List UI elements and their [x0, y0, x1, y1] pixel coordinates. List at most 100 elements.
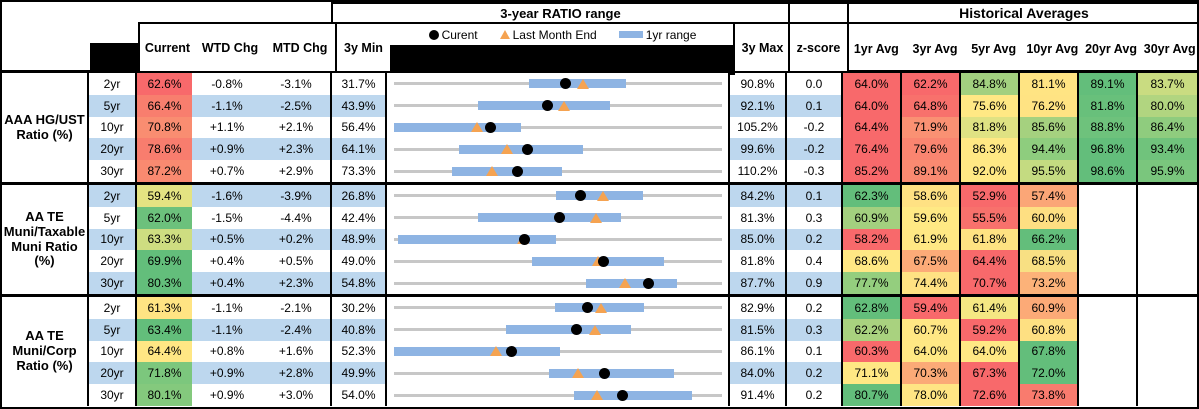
avg-cell-5yr: 70.7%	[961, 272, 1020, 294]
current-cell: 69.9%	[137, 250, 192, 273]
avg-cell-1yr: 62.2%	[843, 318, 902, 341]
current-column-header: Current	[144, 40, 191, 55]
ratio-range-chart-cell	[387, 206, 730, 229]
z-score-cell: 0.1	[787, 185, 843, 207]
chart-track	[394, 207, 722, 229]
last-month-triangle-icon	[571, 368, 584, 379]
current-cell: 59.4%	[137, 185, 192, 207]
legend-current: Curent	[428, 27, 478, 42]
last-month-triangle-icon	[596, 190, 609, 201]
3y-max-cell: 90.8%	[730, 73, 787, 95]
1yr-range-bar	[397, 234, 556, 244]
avg-column-header-1yr: 1yr Avg	[853, 41, 899, 56]
z-score-cell: -0.2	[787, 138, 843, 161]
avg-column-header-5yr: 5yr Avg	[971, 41, 1017, 56]
tenor-cell: 2yr	[89, 73, 137, 95]
z-score-cell: 0.2	[787, 228, 843, 251]
wtd-chg-cell: +0.7%	[209, 164, 245, 179]
avg-cell-3yr: 61.9%	[902, 228, 961, 251]
current-dot-icon	[541, 100, 553, 112]
z-score-cell: 0.4	[787, 250, 843, 273]
avg-cell-5yr: 55.5%	[961, 206, 1020, 229]
avg-cell-10yr: 60.9%	[1020, 297, 1079, 319]
legend-current-label: Curent	[441, 27, 478, 42]
avg-cell-20yr	[1079, 362, 1138, 385]
current-dot-icon	[570, 324, 582, 336]
3y-min-cell: 31.7%	[332, 73, 387, 95]
avg-cell-5yr: 52.9%	[961, 185, 1020, 207]
table-row: 5yr 62.0% -1.5% -4.4% 42.4% 81.3% 0.3 60…	[89, 206, 1197, 229]
z-score-cell: -0.2	[787, 116, 843, 139]
avg-cell-10yr: 72.0%	[1020, 362, 1079, 385]
current-dot-icon	[599, 367, 611, 379]
1yr-range-bar	[394, 346, 560, 356]
avg-cell-10yr: 57.4%	[1020, 185, 1079, 207]
z-score-cell: 0.1	[787, 94, 843, 117]
3y-max-cell: 81.8%	[730, 250, 787, 273]
tenor-cell: 20yr	[89, 138, 137, 161]
chart-track	[394, 341, 722, 363]
table-row: 10yr 70.8% +1.1% +2.1% 56.4% 105.2% -0.2…	[89, 116, 1197, 139]
3y-range-line	[394, 237, 722, 241]
current-dot-icon	[485, 121, 497, 133]
mtd-chg-cell: -2.1%	[262, 297, 332, 319]
last-month-triangle-icon	[558, 100, 571, 111]
tenor-cell: 10yr	[89, 340, 137, 363]
3y-max-column-header: 3y Max	[733, 22, 792, 73]
avg-column-header-20yr: 20yr Avg	[1085, 41, 1137, 56]
group-label: AA TE Muni/Corp Ratio (%)	[2, 297, 89, 406]
avg-cell-3yr: 59.6%	[902, 206, 961, 229]
current-cell: 62.6%	[137, 73, 192, 95]
avg-cell-20yr: 96.8%	[1079, 138, 1138, 161]
3y-min-cell: 54.8%	[332, 272, 387, 294]
last-month-triangle-icon	[590, 212, 603, 223]
avg-cell-5yr: 84.8%	[961, 73, 1020, 95]
3y-min-cell: 73.3%	[332, 160, 387, 182]
last-month-triangle-icon	[589, 324, 602, 335]
3y-max-cell: 91.4%	[730, 384, 787, 406]
tenor-cell: 30yr	[89, 272, 137, 294]
avg-cell-30yr: 83.7%	[1138, 73, 1197, 95]
ratio-range-chart-cell	[387, 138, 730, 161]
avg-cell-20yr	[1079, 340, 1138, 363]
z-score-column-header: z-score	[788, 22, 849, 73]
wtd-chg-cell: +0.9%	[209, 388, 245, 403]
avg-cell-3yr: 67.5%	[902, 250, 961, 273]
avg-cell-3yr: 59.4%	[902, 297, 961, 319]
historical-averages-header: Historical Averages	[847, 2, 1197, 24]
avg-cell-30yr	[1138, 384, 1197, 406]
avg-cell-1yr: 60.3%	[843, 340, 902, 363]
avg-cell-20yr: 89.1%	[1079, 73, 1138, 95]
avg-cell-20yr	[1079, 297, 1138, 319]
avg-cell-3yr: 64.8%	[902, 94, 961, 117]
avg-cell-30yr	[1138, 250, 1197, 272]
current-cell: 71.8%	[137, 362, 192, 385]
3y-max-cell: 81.3%	[730, 206, 787, 229]
chart-track	[394, 250, 722, 272]
3y-min-column-header: 3y Min	[335, 22, 392, 73]
mtd-chg-cell: +2.1%	[262, 116, 332, 139]
mtd-chg-cell: +2.8%	[262, 362, 332, 385]
avg-cell-20yr: 88.8%	[1079, 116, 1138, 139]
avg-cell-1yr: 60.9%	[843, 206, 902, 229]
chart-track	[394, 319, 722, 341]
current-cell: 78.6%	[137, 138, 192, 161]
tenor-cell: 2yr	[89, 185, 137, 207]
avg-cell-1yr: 62.8%	[843, 297, 902, 319]
current-dot-icon	[519, 233, 531, 245]
avg-cell-10yr: 85.6%	[1020, 116, 1079, 139]
tenor-cell: 20yr	[89, 362, 137, 385]
table-row: 30yr 87.2% +0.7% +2.9% 73.3% 110.2% -0.3…	[89, 160, 1197, 182]
1yr-range-bar	[394, 122, 522, 132]
1yr-range-bar	[458, 144, 584, 154]
table-row: 20yr 78.6% +0.9% +2.3% 64.1% 99.6% -0.2 …	[89, 138, 1197, 161]
mtd-chg-cell: +2.9%	[262, 160, 332, 182]
wtd-chg-cell: -1.5%	[211, 210, 243, 225]
3y-min-cell: 48.9%	[332, 228, 387, 251]
ratio-range-chart-cell	[387, 116, 730, 139]
avg-cell-30yr: 93.4%	[1138, 138, 1197, 161]
1yr-range-bar	[573, 390, 693, 400]
tenor-cell: 10yr	[89, 116, 137, 139]
ratio-range-chart-cell	[387, 94, 730, 117]
table-row: 2yr 59.4% -1.6% -3.9% 26.8% 84.2% 0.1 62…	[89, 185, 1197, 207]
